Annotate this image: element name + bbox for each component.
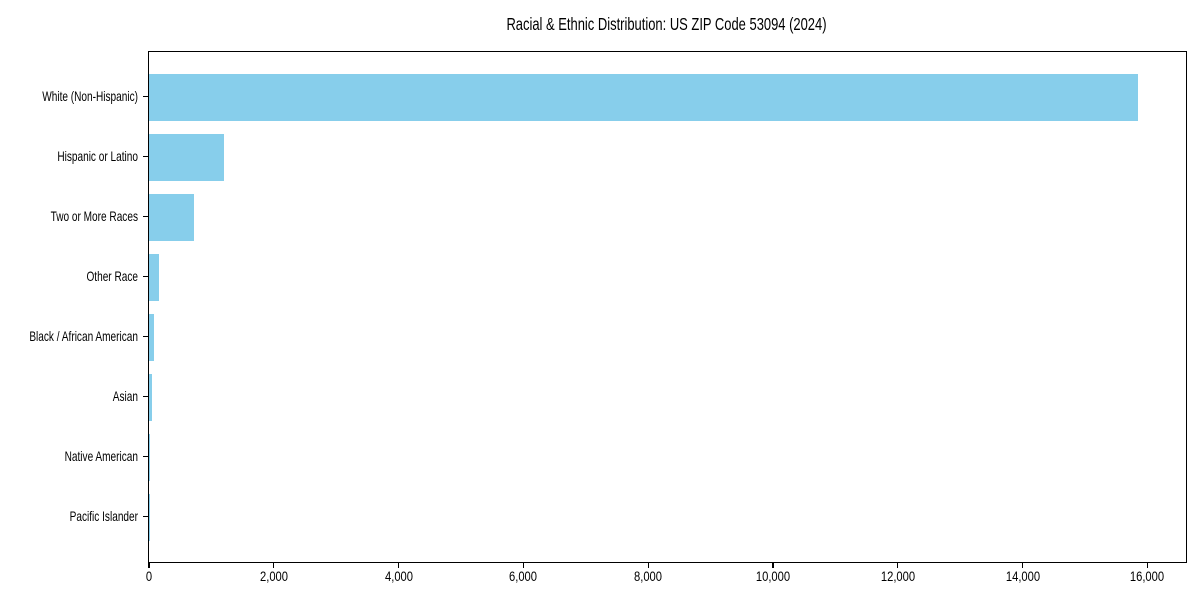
y-tick-label: Two or More Races <box>50 208 138 224</box>
x-tick-mark <box>397 563 400 568</box>
y-tick-label: Other Race <box>86 268 138 284</box>
y-tick-mark <box>143 396 148 398</box>
x-tick-mark <box>522 563 524 568</box>
x-tick-label: 10,000 <box>755 568 791 584</box>
x-tick-mark <box>897 563 899 568</box>
bar-other-race <box>149 253 159 301</box>
x-tick-mark <box>1021 563 1024 568</box>
y-tick-mark <box>143 456 148 458</box>
y-tick-mark <box>143 96 148 98</box>
x-tick-label: 2,000 <box>259 568 288 584</box>
x-tick-mark <box>1146 563 1148 568</box>
y-tick-mark <box>143 216 148 218</box>
x-tick-mark <box>148 563 150 568</box>
y-tick-label: Pacific Islander <box>69 508 138 524</box>
x-tick-label: 12,000 <box>880 568 915 584</box>
x-tick-mark <box>772 563 774 568</box>
y-tick-mark <box>143 516 148 518</box>
chart-title: Racial & Ethnic Distribution: US ZIP Cod… <box>506 14 827 34</box>
x-tick-label: 0 <box>145 568 153 584</box>
y-tick-mark <box>143 336 148 338</box>
bar-native-american <box>149 433 150 481</box>
y-tick-mark <box>143 156 148 158</box>
plot-area <box>148 51 1187 563</box>
x-tick-mark <box>273 563 275 568</box>
y-tick-label: Black / African American <box>29 328 138 344</box>
x-tick-label: 6,000 <box>509 568 538 584</box>
y-tick-label: White (Non-Hispanic) <box>42 88 138 104</box>
y-tick-label: Asian <box>112 388 138 404</box>
x-tick-label: 4,000 <box>384 568 413 584</box>
y-tick-label: Native American <box>64 448 138 464</box>
y-tick-mark <box>143 276 148 278</box>
y-tick-label: Hispanic or Latino <box>57 148 138 164</box>
bar-asian <box>149 373 153 421</box>
bar-black-african-american <box>149 313 155 361</box>
x-tick-label: 16,000 <box>1130 568 1165 584</box>
bar-two-or-more-races <box>149 193 194 241</box>
bar-white-non-hispanic <box>149 73 1138 121</box>
x-tick-mark <box>647 563 649 568</box>
x-tick-label: 14,000 <box>1005 568 1040 584</box>
x-tick-label: 8,000 <box>634 568 663 584</box>
bar-hispanic-or-latino <box>149 133 224 181</box>
